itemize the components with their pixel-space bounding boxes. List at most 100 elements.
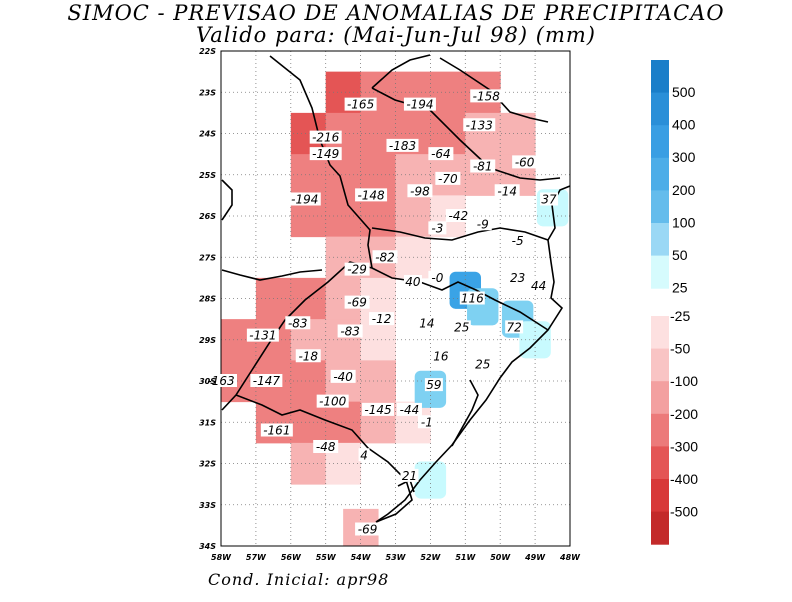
longitude-tick: 58W [211, 553, 232, 562]
value-label-bg [470, 159, 496, 173]
anomaly-value: -69 [358, 523, 378, 537]
colorbar-label: -300 [670, 438, 698, 454]
latitude-tick: 27S [199, 253, 216, 262]
anomaly-value: 40 [405, 275, 421, 289]
anomaly-value: -145 [364, 403, 391, 417]
colorbar-swatch [651, 348, 669, 382]
value-label-bg [205, 374, 237, 387]
colorbar-label: -100 [670, 373, 698, 389]
value-label-bg [344, 295, 370, 309]
map-grid [221, 51, 570, 546]
anomaly-value: 21 [402, 469, 417, 483]
value-label-bg [285, 316, 311, 330]
value-label-bg [386, 138, 419, 152]
value-label-bg [362, 402, 395, 416]
latitude-tick: 24S [199, 130, 216, 139]
value-label-bg [337, 324, 363, 338]
anomaly-value: -131 [249, 329, 276, 343]
anomaly-value: -149 [312, 147, 339, 161]
latitude-tick: 28S [199, 295, 216, 304]
anomaly-value: 116 [461, 292, 484, 306]
negative-anomaly-cell [290, 401, 327, 444]
anomaly-value: -64 [431, 147, 451, 161]
colorbar-label: 50 [672, 247, 688, 263]
value-label-bg [358, 448, 370, 462]
longitude-tick: 53W [386, 553, 407, 562]
anomaly-value: -70 [438, 172, 458, 186]
value-label-bg [494, 184, 520, 198]
colorbar-swatch [651, 255, 669, 289]
longitude-tick: 54W [351, 553, 372, 562]
value-label-bg [260, 423, 293, 437]
border-argentina [221, 261, 373, 411]
value-label-bg [403, 275, 422, 288]
anomaly-value: -194 [406, 98, 433, 112]
colorbar-swatch [651, 511, 669, 545]
colorbar-label: -400 [670, 471, 698, 487]
anomaly-value: 4 [360, 448, 368, 462]
anomaly-value: -9 [477, 217, 489, 231]
value-label-bg [508, 233, 527, 247]
value-label-bg [250, 374, 283, 387]
anomaly-value: 23 [510, 271, 525, 285]
longitude-tick: 49W [524, 553, 546, 562]
longitude-tick: 57W [246, 553, 267, 562]
colorbar-label: 400 [672, 117, 696, 133]
value-label-bg [316, 394, 349, 408]
value-label-bg [452, 320, 471, 334]
value-label-bg [330, 369, 356, 383]
anomaly-value: -163 [207, 374, 234, 388]
latitude-tick: 23S [199, 88, 216, 97]
colorbar-label: 200 [672, 182, 696, 198]
value-label-bg [424, 378, 443, 392]
anomaly-value: -147 [253, 374, 281, 388]
border-paraguay [269, 55, 373, 269]
anomaly-value: -83 [288, 316, 308, 330]
value-label-bg [428, 147, 454, 161]
value-label-bg [428, 221, 447, 235]
value-label-bg [417, 415, 436, 429]
anomaly-value: -69 [347, 296, 367, 310]
negative-anomaly-cell [290, 154, 327, 196]
anomaly-value: 16 [433, 349, 449, 363]
latitude-tick: 32S [199, 460, 216, 469]
value-label-bg [344, 262, 370, 276]
anomaly-value: -48 [316, 440, 336, 454]
colorbar-swatch [651, 157, 669, 191]
anomaly-value: -83 [340, 325, 360, 339]
value-label-bg [470, 89, 503, 103]
longitude-tick: 50W [490, 553, 511, 562]
value-label-bg [529, 279, 548, 293]
value-label-bg [355, 522, 381, 536]
anomaly-value: -5 [512, 234, 524, 248]
value-label-bg [309, 130, 342, 144]
value-label-bg [407, 184, 433, 198]
anomaly-value: -100 [319, 395, 347, 409]
anomaly-value: -40 [333, 370, 353, 384]
anomaly-value: -42 [449, 209, 469, 223]
value-label-bg [369, 312, 395, 326]
value-label-bg [355, 188, 388, 202]
value-label-bg [313, 440, 339, 453]
border-ms [221, 269, 323, 281]
colorbar-label: -500 [670, 504, 698, 520]
value-label-bg [508, 270, 527, 284]
value-label-bg [431, 349, 450, 363]
anomaly-value: 25 [475, 358, 490, 372]
value-label-bg [463, 118, 496, 132]
colorbar-swatch [651, 60, 669, 94]
coastline [375, 185, 570, 523]
initial-condition-note: Cond. Inicial: apr98 [208, 570, 390, 589]
colorbar-swatch [651, 92, 669, 126]
colorbar-swatch [651, 125, 669, 159]
latitude-tick: 34S [199, 542, 216, 551]
longitude-tick: 48W [559, 553, 581, 562]
value-label-bg [288, 192, 321, 206]
colorbar-swatch [651, 446, 669, 480]
border-west-top [221, 179, 233, 221]
value-label-bg [400, 468, 419, 482]
negative-anomaly-cell [360, 360, 396, 403]
anomaly-value: 37 [541, 193, 557, 207]
anomaly-value: -60 [515, 155, 535, 169]
